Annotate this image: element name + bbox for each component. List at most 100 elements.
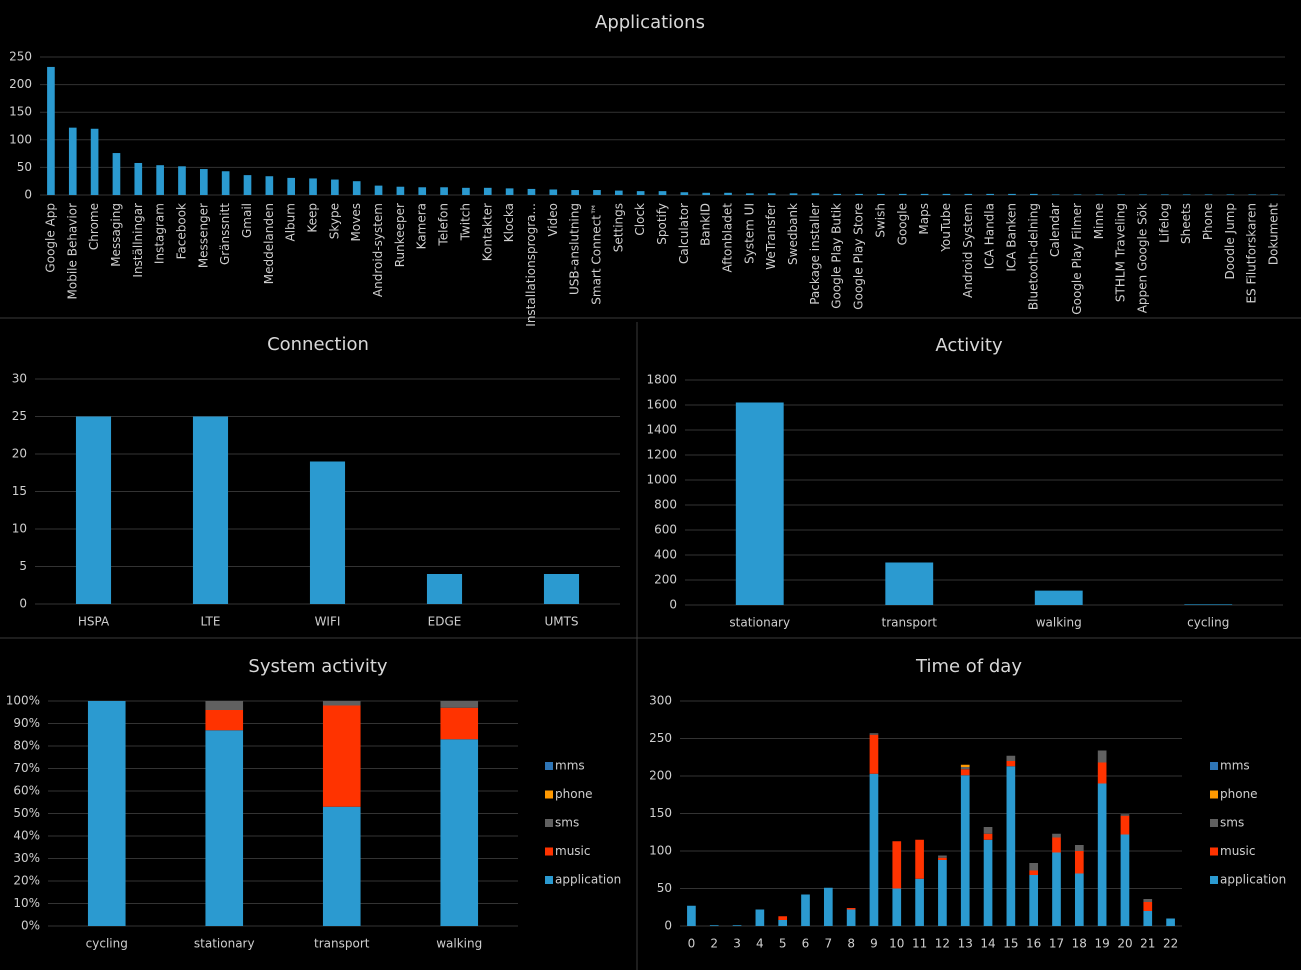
x-tick-label: 3: [733, 937, 741, 951]
bar: [1073, 194, 1082, 195]
x-tick-label: 8: [847, 937, 855, 951]
bar: [1248, 194, 1257, 195]
x-tick-label: 7: [824, 937, 832, 951]
bar-segment: [440, 707, 479, 740]
x-tick-label: 6: [802, 937, 810, 951]
x-tick-label: Inställningar: [131, 203, 145, 278]
bar: [680, 192, 689, 195]
bar-segment: [1074, 845, 1084, 851]
bar: [352, 181, 361, 195]
legend-swatch: [545, 847, 553, 856]
y-tick-label: 25: [12, 409, 27, 423]
bar-segment: [960, 775, 970, 926]
bar-segment: [1120, 834, 1130, 926]
x-tick-label: Lifelog: [1157, 203, 1171, 243]
bar-segment: [892, 888, 902, 926]
legend-label: application: [1220, 873, 1286, 887]
x-tick-label: Video: [546, 203, 560, 237]
bar-segment: [1143, 902, 1153, 911]
bar-segment: [1143, 911, 1153, 926]
bar: [1184, 604, 1233, 605]
x-tick-label: 16: [1026, 937, 1041, 951]
y-tick-label: 50%: [13, 806, 40, 820]
bar-segment: [1029, 863, 1039, 871]
x-tick-label: 18: [1072, 937, 1087, 951]
bar: [549, 189, 558, 195]
bar: [885, 562, 934, 605]
x-tick-label: WIFI: [315, 615, 341, 629]
y-tick-label: 0: [24, 188, 32, 202]
x-tick-label: 22: [1163, 937, 1178, 951]
bar: [178, 166, 186, 195]
bar-segment: [1097, 783, 1107, 926]
legend-label: sms: [1220, 816, 1244, 830]
y-tick-label: 200: [649, 769, 672, 783]
x-tick-label: walking: [436, 937, 482, 951]
bar: [192, 416, 229, 604]
bar-segment: [983, 827, 993, 834]
x-tick-label: Mobile Behavior: [65, 203, 79, 300]
bar-segment: [322, 705, 361, 807]
y-tick-label: 150: [9, 105, 32, 119]
bar: [543, 574, 580, 604]
x-tick-label: ICA Banken: [1004, 203, 1018, 272]
y-tick-label: 20: [12, 447, 27, 461]
x-tick-label: Klocka: [502, 203, 516, 242]
legend-label: application: [555, 873, 621, 887]
chart-title: System activity: [248, 656, 388, 677]
x-tick-label: USB-anslutning: [568, 203, 582, 295]
bar-segment: [1052, 852, 1061, 926]
bar-segment: [1029, 875, 1039, 926]
bar: [396, 186, 405, 195]
bar-segment: [1120, 814, 1130, 816]
x-tick-label: LTE: [201, 615, 221, 629]
x-tick-label: Phone: [1201, 203, 1215, 240]
x-tick-label: Swish: [873, 203, 887, 238]
bar: [767, 193, 776, 195]
x-tick-label: 15: [1003, 937, 1018, 951]
bar-segment: [983, 833, 993, 840]
x-tick-label: Appen Google Sök: [1136, 203, 1150, 313]
legend-swatch: [1210, 847, 1218, 856]
x-tick-label: 11: [912, 937, 927, 951]
x-tick-label: Kontakter: [480, 203, 494, 261]
y-tick-label: 600: [654, 523, 677, 537]
x-tick-label: Calculator: [677, 203, 691, 264]
bar: [309, 178, 317, 195]
bar: [331, 179, 339, 195]
bar: [483, 187, 492, 195]
x-tick-label: 17: [1049, 937, 1064, 951]
x-tick-label: ICA Handla: [983, 203, 997, 269]
legend-label: music: [555, 844, 590, 858]
bar: [47, 66, 55, 195]
bar: [265, 176, 274, 195]
bar-segment: [1029, 870, 1039, 875]
x-tick-label: Meddelanden: [262, 203, 276, 284]
y-tick-label: 200: [654, 573, 677, 587]
bar: [964, 193, 973, 195]
x-tick-label: 12: [935, 937, 950, 951]
chart-title: Time of day: [915, 656, 1022, 677]
bar: [1117, 194, 1126, 195]
x-tick-label: Keep: [306, 203, 320, 233]
x-tick-label: 10: [889, 937, 904, 951]
x-tick-label: Google Play Butik: [830, 203, 844, 309]
bar-segment: [778, 916, 788, 920]
bar-segment: [205, 710, 244, 731]
bar: [462, 187, 470, 195]
bar: [1226, 194, 1235, 195]
bar: [877, 193, 885, 195]
x-tick-label: 0: [688, 937, 696, 951]
bar-segment: [1074, 851, 1084, 874]
bar: [833, 193, 842, 195]
bar: [1204, 194, 1213, 195]
x-tick-label: Google Play Filmer: [1070, 203, 1084, 315]
bar-segment: [938, 857, 947, 860]
bar-segment: [960, 767, 970, 770]
bar-segment: [322, 701, 361, 706]
bar: [75, 416, 112, 604]
bar: [199, 169, 208, 195]
bar-segment: [846, 909, 856, 926]
x-tick-label: BankID: [699, 203, 713, 246]
y-tick-label: 10%: [13, 896, 40, 910]
